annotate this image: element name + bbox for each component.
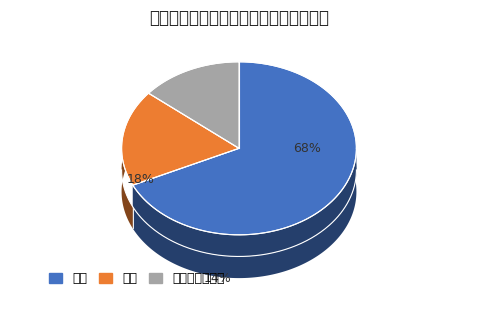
Polygon shape xyxy=(121,93,239,185)
Legend: 満足, 不満, どちらでもない: 満足, 不満, どちらでもない xyxy=(44,267,229,290)
Polygon shape xyxy=(133,83,357,278)
Polygon shape xyxy=(149,83,239,137)
Polygon shape xyxy=(133,148,357,256)
Text: 18%: 18% xyxy=(126,173,154,186)
Polygon shape xyxy=(133,62,357,235)
Text: エブリイワゴンの乗り心地の満足度調査: エブリイワゴンの乗り心地の満足度調査 xyxy=(149,9,329,27)
Text: 68%: 68% xyxy=(293,142,321,155)
Polygon shape xyxy=(149,62,239,148)
Polygon shape xyxy=(121,115,149,228)
Text: 14%: 14% xyxy=(204,272,231,285)
